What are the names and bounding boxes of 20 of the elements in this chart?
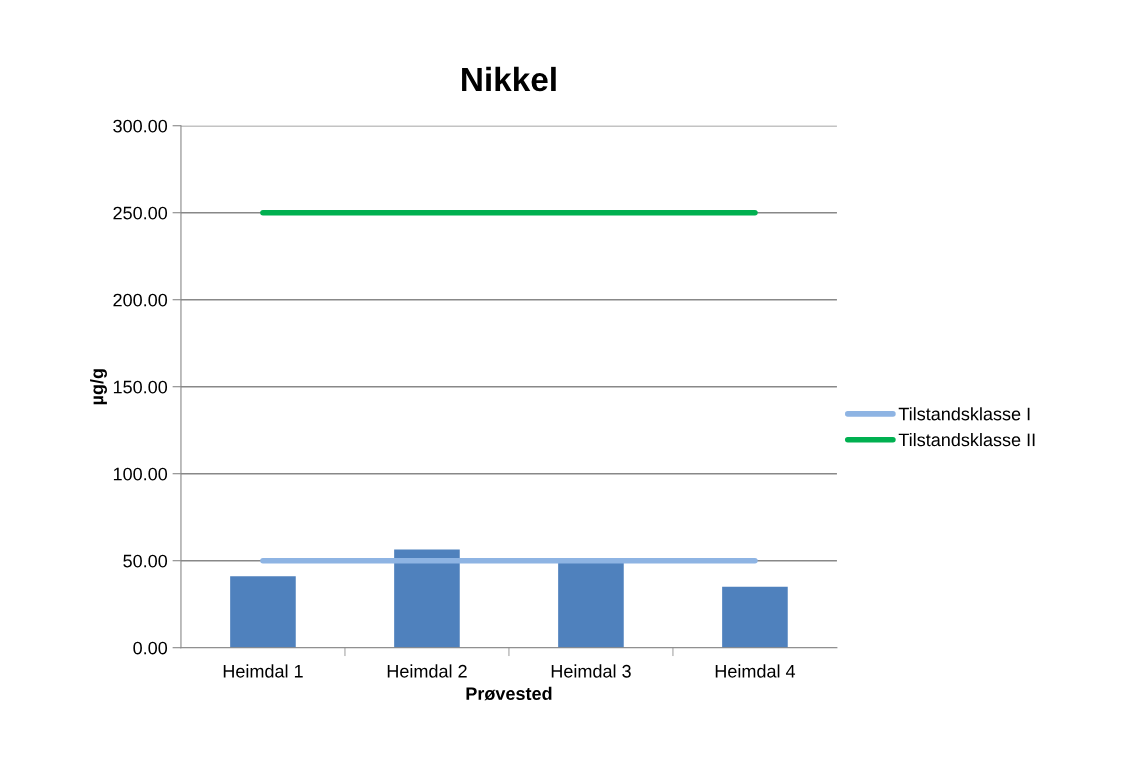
x-tick-label: Heimdal 2: [387, 664, 467, 678]
chart-title: Nikkel: [462, 66, 556, 92]
x-tick-label: Heimdal 1: [223, 664, 303, 678]
legend-label: Tilstandsklasse I: [898, 407, 1030, 421]
y-tick-label: 0.00: [133, 641, 168, 655]
y-tick-label: 50.00: [123, 554, 168, 568]
x-tick-label: Heimdal 4: [715, 664, 796, 678]
x-tick-label: Heimdal 3: [551, 664, 631, 678]
y-tick-label: 200.00: [113, 293, 168, 307]
bar: [230, 576, 296, 648]
y-tick-label: 250.00: [113, 206, 168, 220]
y-axis-title: µg/g: [90, 369, 107, 405]
x-axis-title: Prøvested: [466, 686, 552, 701]
bar: [558, 562, 624, 648]
bar: [722, 586, 788, 648]
y-tick-label: 150.00: [113, 380, 168, 394]
legend-label: Tilstandsklasse II: [898, 432, 1035, 447]
y-tick-label: 300.00: [113, 119, 168, 133]
bar: [394, 549, 460, 648]
y-tick-label: 100.00: [113, 467, 168, 481]
